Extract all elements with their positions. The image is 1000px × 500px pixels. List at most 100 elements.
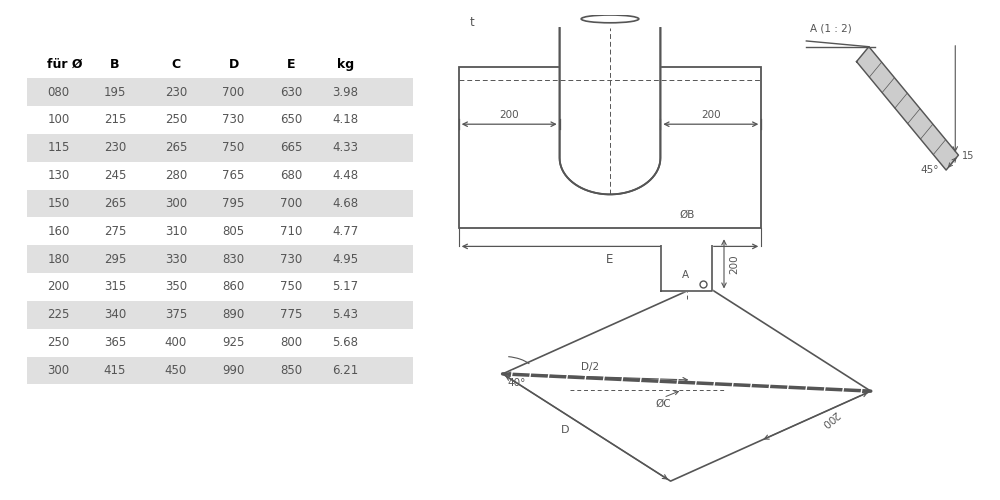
- Text: 250: 250: [165, 114, 187, 126]
- Text: 890: 890: [222, 308, 245, 322]
- Text: 200: 200: [701, 110, 721, 120]
- Text: ØC: ØC: [656, 399, 671, 409]
- Text: 6.21: 6.21: [332, 364, 358, 377]
- Text: t: t: [470, 16, 474, 30]
- Text: E: E: [287, 58, 295, 70]
- Polygon shape: [503, 284, 871, 481]
- Text: 180: 180: [47, 252, 70, 266]
- Text: 750: 750: [280, 280, 302, 293]
- Text: 200: 200: [730, 254, 740, 274]
- Bar: [27, 78, 413, 106]
- Text: D/2: D/2: [581, 362, 599, 372]
- Text: 765: 765: [222, 169, 245, 182]
- Text: 215: 215: [104, 114, 126, 126]
- Polygon shape: [661, 236, 712, 292]
- Text: 680: 680: [280, 169, 302, 182]
- Text: B: B: [110, 58, 120, 70]
- Text: 830: 830: [222, 252, 245, 266]
- Text: 400: 400: [165, 336, 187, 349]
- Text: 5.17: 5.17: [332, 280, 358, 293]
- Text: 775: 775: [280, 308, 302, 322]
- Text: 4.18: 4.18: [332, 114, 358, 126]
- Text: 160: 160: [47, 225, 70, 238]
- Text: 40°: 40°: [507, 378, 526, 388]
- Text: 115: 115: [47, 141, 70, 154]
- Text: 415: 415: [104, 364, 126, 377]
- Text: 5.43: 5.43: [332, 308, 358, 322]
- Text: 150: 150: [47, 197, 70, 210]
- Text: D: D: [228, 58, 239, 70]
- Text: 265: 265: [165, 141, 187, 154]
- Polygon shape: [560, 28, 660, 194]
- Text: 730: 730: [222, 114, 245, 126]
- Text: 665: 665: [280, 141, 302, 154]
- Text: 630: 630: [280, 86, 302, 98]
- Text: A: A: [682, 270, 689, 280]
- Text: C: C: [171, 58, 181, 70]
- Text: 805: 805: [222, 225, 245, 238]
- Text: 280: 280: [165, 169, 187, 182]
- Bar: [27, 245, 413, 273]
- Text: 925: 925: [222, 336, 245, 349]
- Bar: [27, 301, 413, 328]
- Text: 3.98: 3.98: [332, 86, 358, 98]
- Text: 4.95: 4.95: [332, 252, 358, 266]
- Text: 230: 230: [104, 141, 126, 154]
- Text: 650: 650: [280, 114, 302, 126]
- Text: 250: 250: [47, 336, 70, 349]
- Bar: [27, 190, 413, 218]
- Text: D: D: [561, 425, 570, 435]
- Text: 200: 200: [499, 110, 519, 120]
- Text: 330: 330: [165, 252, 187, 266]
- Text: 800: 800: [280, 336, 302, 349]
- Polygon shape: [857, 46, 958, 170]
- Text: 4.77: 4.77: [332, 225, 358, 238]
- Text: 225: 225: [47, 308, 70, 322]
- Text: 795: 795: [222, 197, 245, 210]
- Text: 315: 315: [104, 280, 126, 293]
- Text: 700: 700: [280, 197, 302, 210]
- Text: 860: 860: [222, 280, 245, 293]
- Text: kg: kg: [337, 58, 354, 70]
- Text: 340: 340: [104, 308, 126, 322]
- Text: 275: 275: [104, 225, 126, 238]
- Text: 265: 265: [104, 197, 126, 210]
- Text: 4.33: 4.33: [332, 141, 358, 154]
- Text: 350: 350: [165, 280, 187, 293]
- Text: ØB: ØB: [679, 210, 694, 220]
- Bar: [27, 134, 413, 162]
- Text: E: E: [606, 253, 614, 266]
- Text: 200: 200: [819, 408, 840, 428]
- Ellipse shape: [581, 15, 639, 23]
- Text: 300: 300: [165, 197, 187, 210]
- Text: 45°: 45°: [920, 166, 939, 175]
- Text: A (1 : 2): A (1 : 2): [810, 24, 851, 34]
- Text: 295: 295: [104, 252, 126, 266]
- Text: 750: 750: [222, 141, 245, 154]
- Text: 195: 195: [104, 86, 126, 98]
- Text: 130: 130: [47, 169, 70, 182]
- Text: 850: 850: [280, 364, 302, 377]
- Text: 230: 230: [165, 86, 187, 98]
- Text: 375: 375: [165, 308, 187, 322]
- Text: 300: 300: [47, 364, 69, 377]
- Ellipse shape: [649, 230, 724, 235]
- Text: 200: 200: [47, 280, 70, 293]
- Text: 080: 080: [47, 86, 69, 98]
- Text: 450: 450: [165, 364, 187, 377]
- Bar: [459, 67, 761, 228]
- Bar: [27, 356, 413, 384]
- Text: 990: 990: [222, 364, 245, 377]
- Text: 5.68: 5.68: [332, 336, 358, 349]
- Text: 365: 365: [104, 336, 126, 349]
- Text: 710: 710: [280, 225, 302, 238]
- Text: 245: 245: [104, 169, 126, 182]
- Text: 4.48: 4.48: [332, 169, 358, 182]
- Text: 310: 310: [165, 225, 187, 238]
- Text: 4.68: 4.68: [332, 197, 358, 210]
- Text: 15: 15: [962, 151, 974, 161]
- Text: 700: 700: [222, 86, 245, 98]
- Text: 730: 730: [280, 252, 302, 266]
- Text: 100: 100: [47, 114, 70, 126]
- Text: für Ø: für Ø: [47, 58, 83, 70]
